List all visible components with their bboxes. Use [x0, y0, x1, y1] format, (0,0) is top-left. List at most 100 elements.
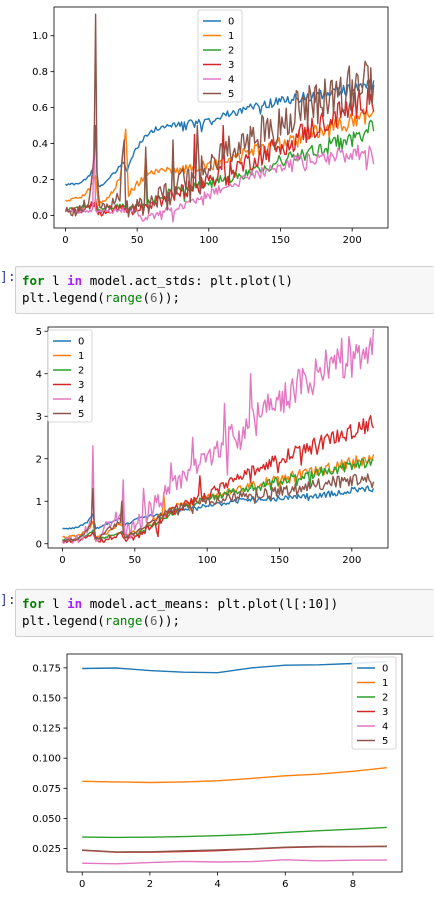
- cell-prompt: ]:: [0, 270, 16, 285]
- code-cell-act-means[interactable]: ]: for l in model.act_means: plt.plot(l[…: [0, 589, 434, 637]
- legend-label-1: 1: [228, 31, 234, 42]
- legend-box: [47, 329, 93, 423]
- legend-label-4: 4: [228, 75, 234, 86]
- series-line-0: [65, 79, 375, 188]
- loop-var: l: [44, 596, 68, 611]
- code-legend-call: plt.legend(: [22, 290, 105, 305]
- series-line-4: [62, 328, 375, 545]
- legend-label-1: 1: [78, 351, 84, 362]
- legend-box: [197, 9, 243, 103]
- code-paren: (: [142, 613, 150, 628]
- series-line-3: [62, 414, 375, 544]
- legend-label-0: 0: [78, 337, 84, 348]
- code-input[interactable]: for l in model.act_means: plt.plot(l[:10…: [15, 589, 434, 637]
- y-tick-label: 0.0: [32, 211, 48, 222]
- y-tick-label: 0.175: [32, 663, 61, 674]
- x-tick-label: 150: [270, 555, 289, 566]
- legend-label-5: 5: [382, 736, 388, 747]
- plot-act-means-full: 0 50 100 150 200 0.0 0.2 0.4 0.6 0.8 1.0 0 1 2 3 4 5: [0, 0, 434, 258]
- code-number: 6: [149, 613, 158, 628]
- legend-box: [351, 656, 397, 750]
- cell-prompt: ]:: [0, 593, 16, 608]
- axes-frame: [53, 6, 389, 229]
- plot-area: [64, 13, 375, 223]
- legend-label-3: 3: [228, 60, 234, 71]
- y-tick-label: 0.2: [32, 175, 48, 186]
- code-rest: model.act_stds: plt.plot(l): [82, 273, 293, 288]
- y-tick-label: 3: [36, 412, 42, 423]
- code-input[interactable]: for l in model.act_stds: plt.plot(l) plt…: [15, 266, 434, 314]
- series-line-4: [82, 859, 387, 865]
- legend: 0 1 2 3 4 5: [47, 329, 93, 423]
- y-tick-label: 1.0: [32, 31, 48, 42]
- legend-label-2: 2: [382, 693, 388, 704]
- x-tick-label: 2: [147, 879, 153, 890]
- x-tick-label: 4: [214, 879, 220, 890]
- legend: 0 1 2 3 4 5: [197, 9, 243, 103]
- builtin-range: range: [104, 290, 143, 305]
- plot-act-means-first10: 0 2 4 6 8 0.025 0.050 0.075 0.100 0.125 0.150 0.175…: [0, 644, 434, 898]
- code-cell-act-stds[interactable]: ]: for l in model.act_stds: plt.plot(l) …: [0, 266, 434, 314]
- code-legend-call: plt.legend(: [22, 613, 105, 628]
- y-tick-label: 0.8: [32, 67, 48, 78]
- x-tick-label: 50: [128, 555, 141, 566]
- x-tick-label: 0: [59, 555, 65, 566]
- chart-act-means-first10: 0 2 4 6 8 0.025 0.050 0.075 0.100 0.125 0.150 0.175…: [32, 653, 403, 890]
- series-line-1: [82, 767, 387, 784]
- series-line-5: [64, 13, 375, 218]
- legend-label-3: 3: [382, 707, 388, 718]
- legend-label-0: 0: [382, 664, 388, 675]
- legend-label-1: 1: [382, 678, 388, 689]
- series-line-1: [65, 107, 375, 207]
- code-end: ));: [157, 613, 181, 628]
- legend-label-3: 3: [78, 380, 84, 391]
- x-tick-label: 100: [199, 235, 218, 246]
- x-tick-label: 0: [62, 235, 68, 246]
- x-tick-label: 200: [343, 235, 362, 246]
- series-line-4: [65, 124, 375, 223]
- code-end: ));: [157, 290, 181, 305]
- y-tick-label: 4: [36, 369, 42, 380]
- legend-label-5: 5: [228, 89, 234, 100]
- legend-label-5: 5: [78, 409, 84, 420]
- y-tick-label: 0.6: [32, 103, 48, 114]
- y-tick-label: 0: [36, 539, 42, 550]
- y-tick-label: 0.050: [32, 814, 61, 825]
- code-number: 6: [149, 290, 158, 305]
- legend-label-4: 4: [382, 722, 388, 733]
- series-line-5: [82, 845, 387, 853]
- x-tick-label: 50: [131, 235, 144, 246]
- keyword-for: for: [22, 596, 45, 611]
- legend: 0 1 2 3 4 5: [351, 656, 397, 750]
- y-tick-label: 0.125: [32, 724, 61, 735]
- axes-frame: [66, 653, 403, 873]
- y-tick-label: 0.025: [32, 844, 61, 855]
- builtin-range: range: [104, 613, 143, 628]
- x-tick-label: 200: [342, 555, 361, 566]
- y-tick-label: 0.075: [32, 784, 61, 795]
- plot-area: [62, 328, 375, 545]
- series-line-3: [65, 87, 375, 217]
- code-paren: (: [142, 290, 150, 305]
- y-tick-label: 0.150: [32, 693, 61, 704]
- legend-label-0: 0: [228, 17, 234, 28]
- chart-act-means: 0 50 100 150 200 0.0 0.2 0.4 0.6 0.8 1.0 0 1 2 3 4 5: [32, 6, 389, 246]
- plot-area: [82, 660, 387, 865]
- legend-label-2: 2: [228, 46, 234, 57]
- keyword-in: in: [67, 596, 83, 611]
- legend-label-4: 4: [78, 395, 84, 406]
- plot-act-stds: 0 50 100 150 200 0 1 2 3 4 5 0 1 2 3 4 5: [0, 318, 434, 576]
- x-tick-label: 150: [271, 235, 290, 246]
- keyword-for: for: [22, 273, 45, 288]
- axes-frame: [47, 326, 389, 549]
- y-tick-label: 0.4: [32, 139, 48, 150]
- legend-label-2: 2: [78, 366, 84, 377]
- y-tick-label: 0.100: [32, 754, 61, 765]
- loop-var: l: [44, 273, 68, 288]
- code-rest: model.act_means: plt.plot(l[:10]): [82, 596, 339, 611]
- series-line-0: [82, 660, 387, 674]
- series-line-2: [82, 826, 387, 839]
- keyword-in: in: [67, 273, 83, 288]
- x-tick-label: 6: [282, 879, 288, 890]
